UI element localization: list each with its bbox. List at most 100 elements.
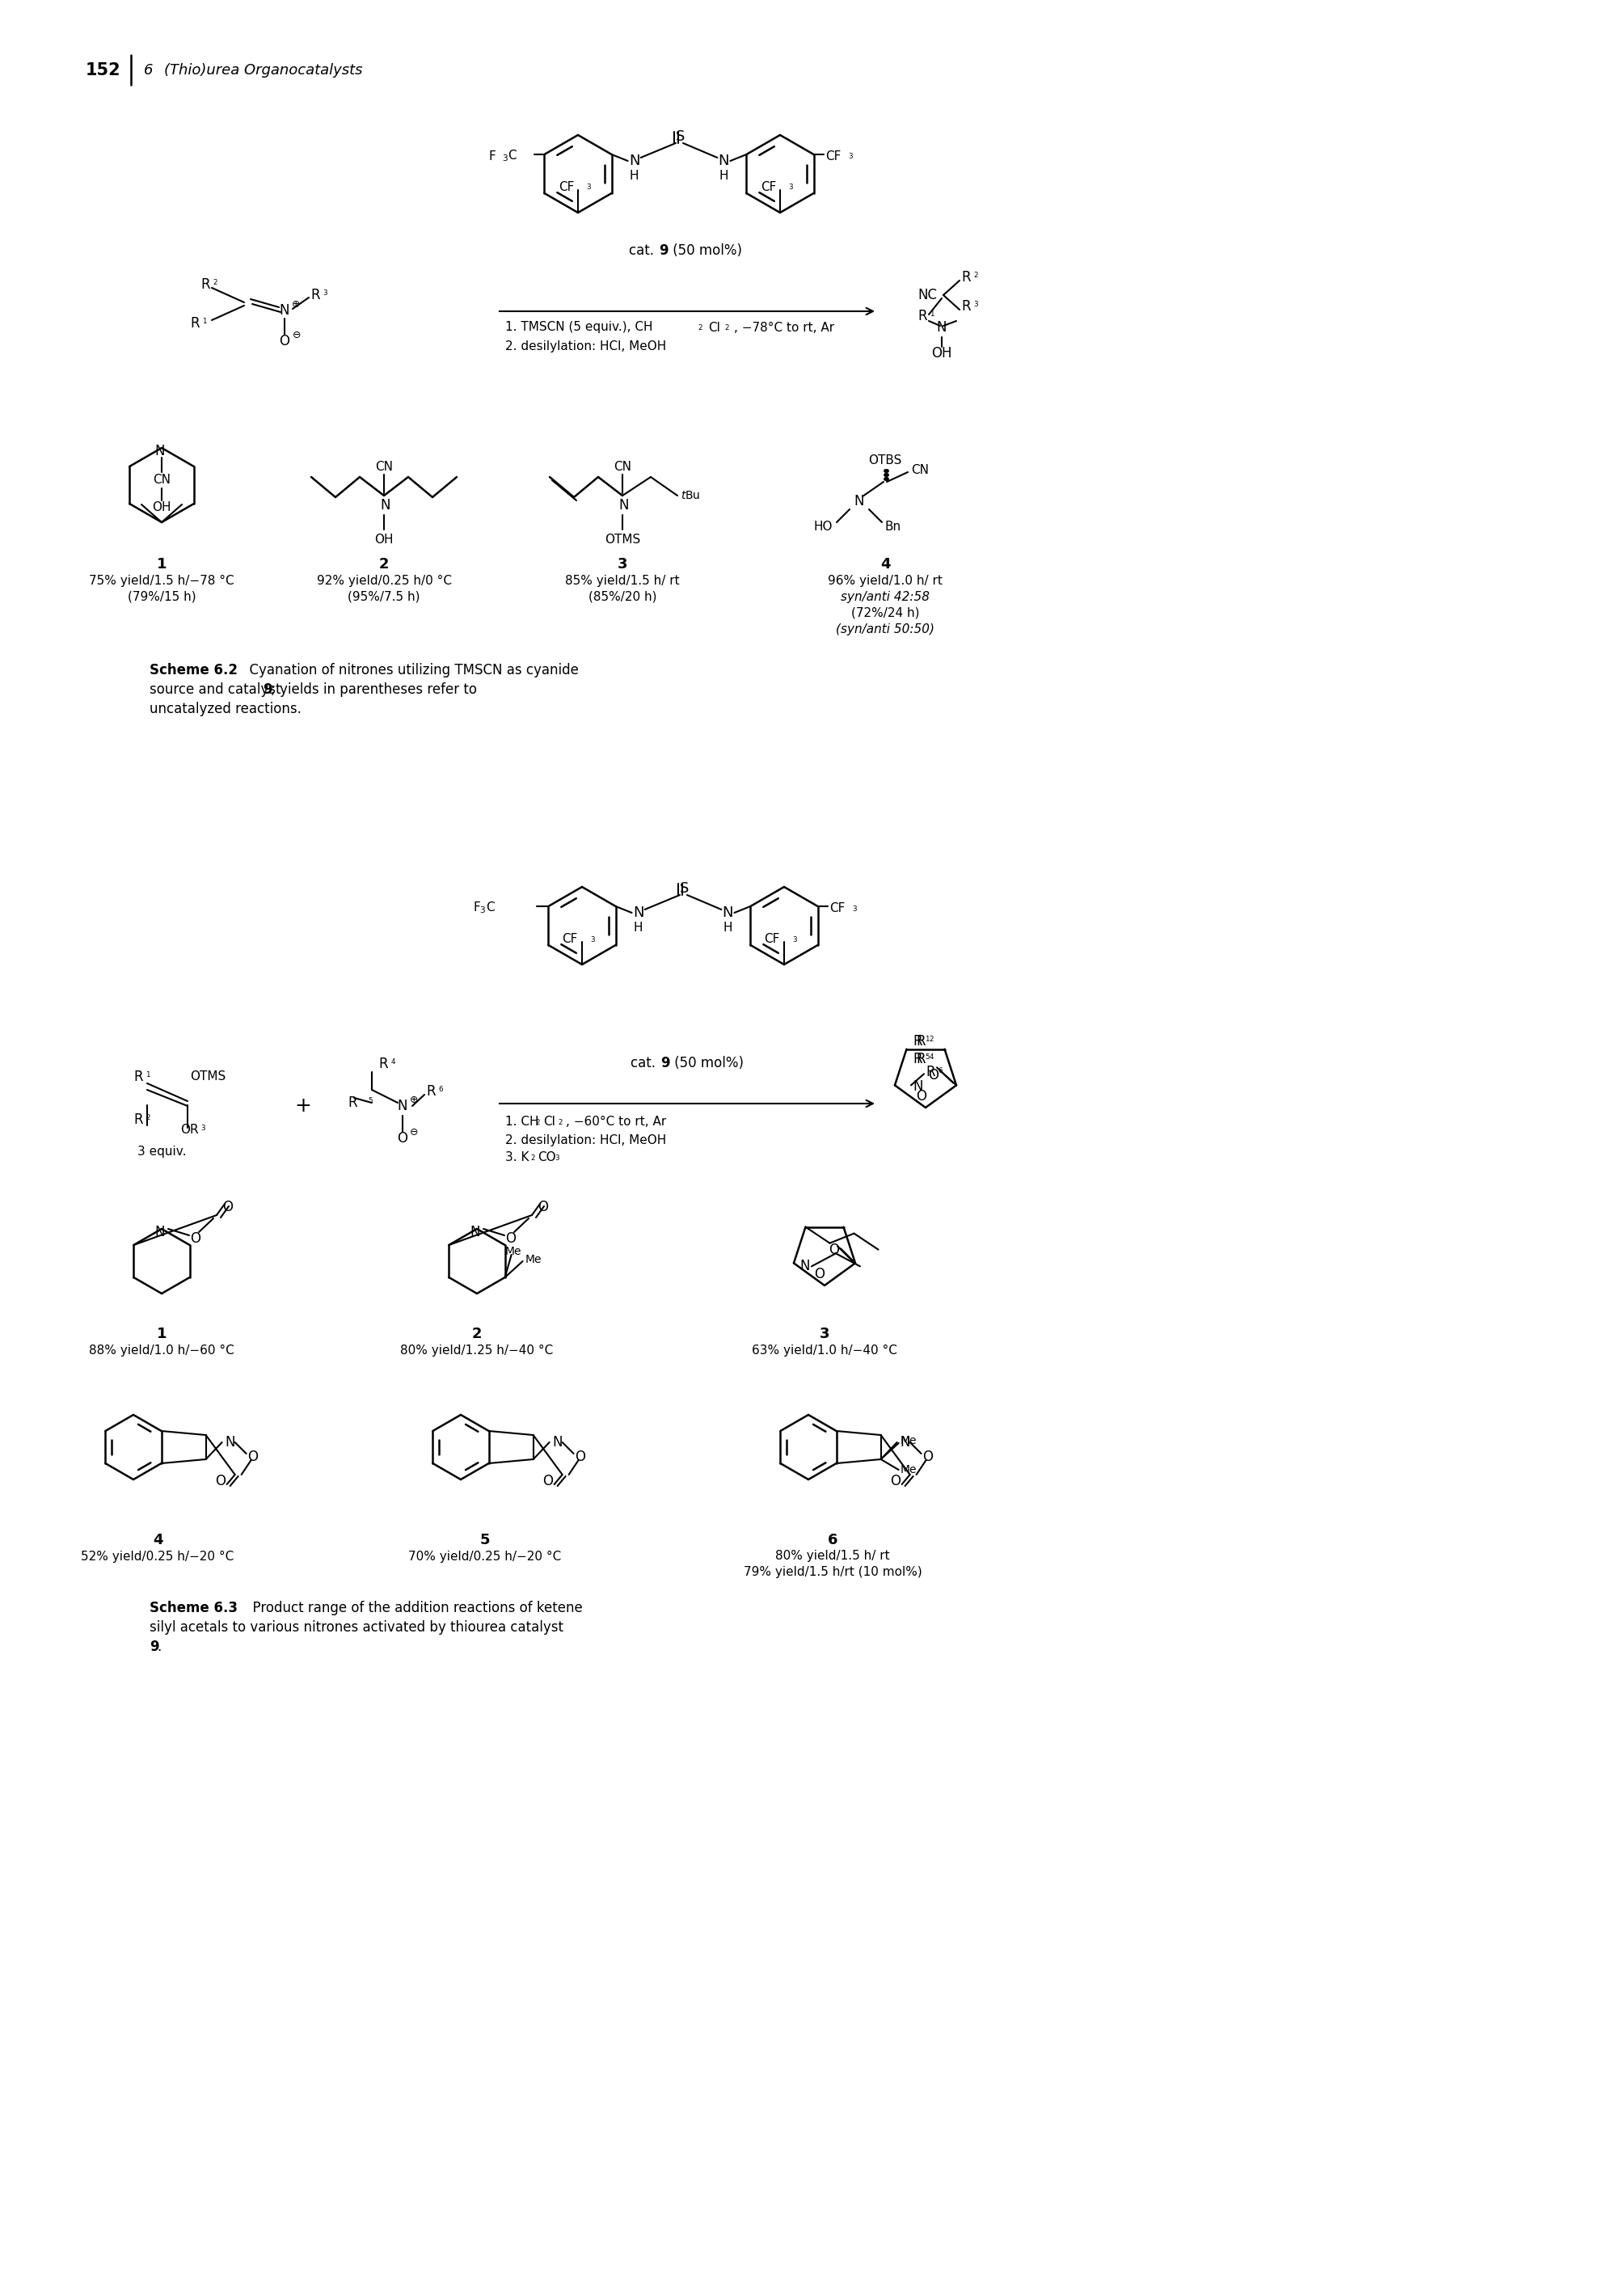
Text: 2: 2 [473, 1327, 482, 1341]
Text: Cyanation of nitrones utilizing TMSCN as cyanide: Cyanation of nitrones utilizing TMSCN as… [240, 662, 578, 678]
Text: CN: CN [153, 474, 171, 486]
Text: 52% yield/0.25 h/−20 °C: 52% yield/0.25 h/−20 °C [81, 1549, 234, 1563]
Text: 2: 2 [378, 557, 390, 571]
Text: Me: Me [900, 1465, 918, 1476]
Text: (72%/24 h): (72%/24 h) [851, 607, 919, 619]
Text: R: R [913, 1034, 922, 1047]
Text: 75% yield/1.5 h/−78 °C: 75% yield/1.5 h/−78 °C [89, 575, 234, 587]
Text: N: N [628, 154, 640, 167]
Text: CN: CN [375, 461, 393, 472]
Text: $_3$: $_3$ [554, 1153, 560, 1162]
Text: R: R [918, 309, 927, 323]
Text: O: O [575, 1449, 585, 1465]
Text: (syn/anti 50:50): (syn/anti 50:50) [836, 623, 934, 635]
Text: N: N [718, 154, 729, 167]
Text: H: H [630, 170, 638, 183]
Text: 4: 4 [153, 1533, 162, 1547]
Text: NC: NC [918, 289, 937, 303]
Text: $^5$: $^5$ [926, 1054, 931, 1063]
Text: 80% yield/1.5 h/ rt: 80% yield/1.5 h/ rt [775, 1549, 890, 1563]
Text: (50 mol%): (50 mol%) [671, 1057, 744, 1070]
Text: H: H [723, 921, 732, 935]
Text: $^2$: $^2$ [929, 1036, 934, 1045]
Text: R: R [926, 1066, 935, 1080]
Text: (95%/7.5 h): (95%/7.5 h) [348, 591, 421, 603]
Text: O: O [505, 1231, 516, 1247]
Text: silyl acetals to various nitrones activated by thiourea catalyst: silyl acetals to various nitrones activa… [149, 1620, 564, 1634]
Text: O: O [538, 1199, 549, 1215]
Text: 96% yield/1.0 h/ rt: 96% yield/1.0 h/ rt [828, 575, 942, 587]
Text: 63% yield/1.0 h/−40 °C: 63% yield/1.0 h/−40 °C [752, 1343, 896, 1357]
Text: 5: 5 [481, 1533, 490, 1547]
Text: $_2$: $_2$ [536, 1116, 541, 1128]
Text: $^2$: $^2$ [213, 280, 218, 289]
Text: 152: 152 [86, 62, 122, 78]
Text: R: R [348, 1096, 357, 1109]
Text: O: O [222, 1199, 234, 1215]
Text: 88% yield/1.0 h/−60 °C: 88% yield/1.0 h/−60 °C [89, 1343, 234, 1357]
Text: Scheme 6.3: Scheme 6.3 [149, 1600, 237, 1616]
Text: $^3$: $^3$ [973, 300, 979, 312]
Text: R: R [425, 1084, 435, 1098]
Text: OTMS: OTMS [604, 534, 640, 545]
Text: Me: Me [505, 1247, 521, 1258]
Text: 1: 1 [156, 557, 167, 571]
Text: $_3$: $_3$ [586, 181, 591, 193]
Text: OH: OH [932, 346, 952, 360]
Text: 92% yield/0.25 h/0 °C: 92% yield/0.25 h/0 °C [317, 575, 451, 587]
Text: N: N [633, 905, 643, 919]
Text: N: N [226, 1435, 235, 1449]
Text: 79% yield/1.5 h/rt (10 mol%): 79% yield/1.5 h/rt (10 mol%) [744, 1565, 922, 1579]
Text: $^4$: $^4$ [929, 1054, 934, 1063]
Text: 85% yield/1.5 h/ rt: 85% yield/1.5 h/ rt [565, 575, 680, 587]
Text: R: R [310, 289, 320, 303]
Text: R: R [961, 270, 971, 284]
Text: N: N [913, 1080, 922, 1093]
Text: N: N [380, 497, 391, 513]
Text: 3: 3 [820, 1327, 830, 1341]
Text: 2. desilylation: HCl, MeOH: 2. desilylation: HCl, MeOH [505, 1135, 666, 1146]
Text: OR: OR [180, 1123, 198, 1137]
Text: $_2$: $_2$ [557, 1116, 564, 1128]
Text: R: R [916, 1052, 926, 1066]
Text: (Thio)urea Organocatalysts: (Thio)urea Organocatalysts [164, 64, 362, 78]
Text: ⊕: ⊕ [292, 298, 300, 309]
Text: N: N [471, 1224, 481, 1240]
Text: Me: Me [900, 1435, 918, 1446]
Text: 9: 9 [661, 1057, 669, 1070]
Text: N: N [900, 1435, 909, 1449]
Text: N: N [619, 497, 628, 513]
Text: 80% yield/1.25 h/−40 °C: 80% yield/1.25 h/−40 °C [401, 1343, 554, 1357]
Text: R: R [913, 1052, 922, 1066]
Text: OTMS: OTMS [190, 1070, 226, 1082]
Text: F: F [489, 149, 495, 163]
Text: N: N [279, 303, 289, 319]
Text: Bn: Bn [885, 520, 901, 534]
Text: HO: HO [814, 520, 833, 534]
Text: OH: OH [153, 502, 171, 513]
Text: O: O [190, 1231, 201, 1247]
Text: CF: CF [562, 933, 578, 944]
Text: $_3$C: $_3$C [502, 149, 518, 163]
Text: O: O [828, 1242, 840, 1258]
Text: O: O [247, 1449, 258, 1465]
Text: cat.: cat. [630, 1057, 659, 1070]
Text: 3 equiv.: 3 equiv. [138, 1146, 187, 1157]
Text: $^2$: $^2$ [146, 1114, 151, 1125]
Text: OTBS: OTBS [869, 454, 901, 468]
Text: O: O [922, 1449, 932, 1465]
Text: R: R [916, 1034, 926, 1047]
Text: $^2$: $^2$ [973, 273, 979, 282]
Text: 3. K: 3. K [505, 1151, 529, 1164]
Text: $^1$: $^1$ [929, 312, 935, 321]
Text: (50 mol%): (50 mol%) [669, 243, 742, 259]
Text: N: N [154, 445, 166, 458]
Text: .: . [158, 1639, 161, 1655]
Text: $^1$: $^1$ [146, 1073, 151, 1082]
Text: uncatalyzed reactions.: uncatalyzed reactions. [149, 701, 302, 717]
Text: O: O [214, 1474, 226, 1488]
Text: 1. TMSCN (5 equiv.), CH: 1. TMSCN (5 equiv.), CH [505, 321, 653, 335]
Text: CF: CF [765, 933, 780, 944]
Text: $_3$: $_3$ [788, 181, 794, 193]
Text: CF: CF [559, 181, 573, 193]
